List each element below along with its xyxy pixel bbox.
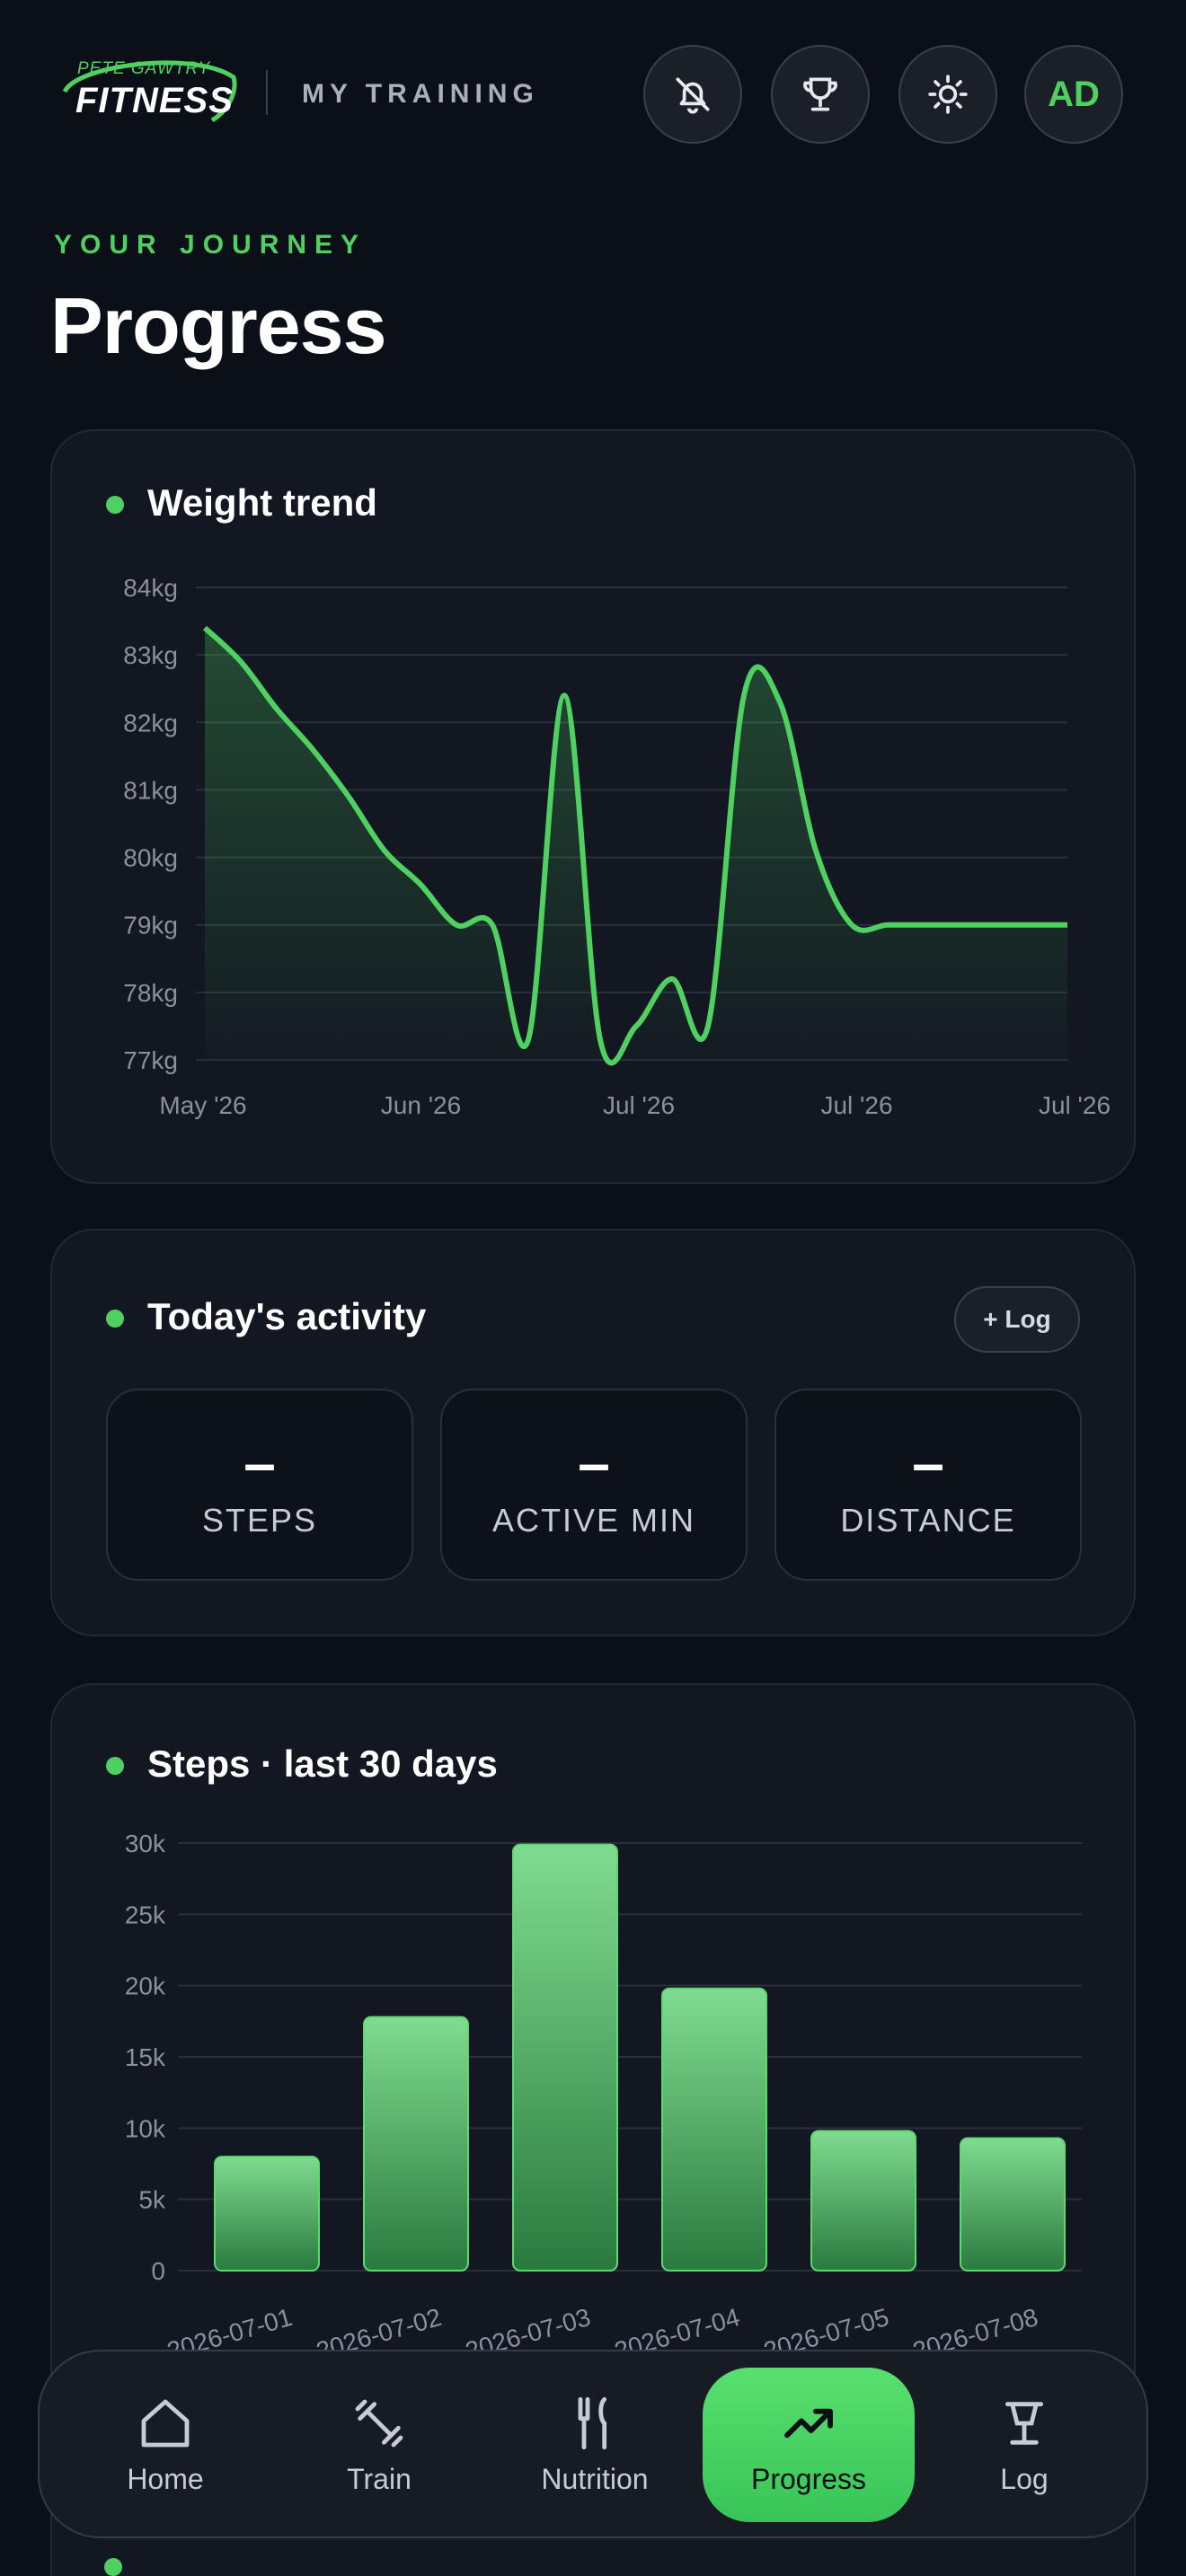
card-status-dot [106,1310,124,1328]
log-activity-button[interactable]: + Log [954,1286,1080,1353]
utensils-icon [578,2396,607,2449]
nav-log[interactable]: Log [918,2368,1130,2522]
steps-bar [661,1987,767,2272]
nav-home[interactable]: Home [59,2368,271,2522]
card-status-dot [106,496,124,514]
y-tick-label: 0 [151,2257,165,2285]
user-avatar-button[interactable]: AD [1024,45,1123,144]
todays-activity-card: Today's activity + Log – STEPS – ACTIVE … [50,1229,1136,1636]
y-tick-label: 78kg [123,979,178,1007]
y-tick-label: 82kg [123,709,178,737]
x-tick-label: Jul '26 [603,1091,675,1119]
stat-value: – [912,1431,944,1495]
nav-label: Train [347,2462,412,2495]
weight-trend-chart: 84kg 83kg 82kg 81kg 80kg 79kg 78kg 77kg May '26 J… [123,574,1111,1119]
nav-train[interactable]: Train [273,2368,485,2522]
y-tick-label: 20k [125,1972,166,2000]
weight-card-title: Weight trend [147,481,377,524]
y-tick-label: 84kg [123,574,178,602]
distance-stat: – DISTANCE [774,1389,1082,1581]
steps-bar [512,1843,618,2272]
steps-bar [363,2016,469,2272]
weight-line [202,625,1067,1066]
y-tick-label: 25k [125,1901,166,1928]
weight-area-fill [205,628,1067,1063]
card-status-dot [104,2558,122,2576]
x-tick-label: Jul '26 [820,1091,892,1119]
nav-label: Nutrition [541,2462,649,2495]
steps-bar [960,2137,1066,2272]
nav-label: Home [127,2462,204,2495]
logo-small-text: PETE GAWTRY [77,59,211,78]
notifications-off-button[interactable] [643,45,742,144]
card-status-dot [106,1757,124,1775]
stat-label: STEPS [201,1502,318,1539]
y-tick-label: 15k [125,2043,166,2071]
logo-swoosh-icon [62,60,237,123]
scale-icon [1005,2401,1044,2445]
stat-label: ACTIVE MIN [491,1502,695,1539]
y-tick-label: 81kg [123,776,178,804]
x-tick-label: Jul '26 [1039,1091,1111,1119]
nav-nutrition[interactable]: Nutrition [489,2368,701,2522]
trend-up-icon [784,2408,833,2438]
brand-logo[interactable]: PETE GAWTRY FITNESS [59,56,239,129]
y-tick-label: 5k [138,2186,166,2214]
dumbbell-icon [355,2399,403,2447]
nav-progress[interactable]: Progress [703,2368,915,2522]
home-icon [141,2399,190,2447]
bell-off-icon [676,77,710,114]
y-tick-label: 10k [125,2114,166,2142]
y-tick-label: 30k [125,1830,166,1857]
page-title: Progress [50,281,387,370]
y-tick-label: 77kg [123,1046,178,1074]
active-minutes-stat: – ACTIVE MIN [440,1389,748,1581]
bottom-navigation: Home Train Nutrition [38,2350,1148,2538]
y-tick-label: 80kg [123,844,178,872]
page-eyebrow: YOUR JOURNEY [54,230,367,260]
sun-icon [928,75,968,114]
steps-stat: – STEPS [106,1389,413,1581]
steps-card-title: Steps · last 30 days [147,1742,498,1785]
nav-label: Progress [750,2462,867,2495]
stat-value: – [578,1431,610,1495]
weight-trend-card: Weight trend 84kg 83kg 82kg 81kg 80kg 79kg 78k… [50,429,1136,1184]
theme-toggle-button[interactable] [898,45,997,144]
steps-bar [810,2130,916,2272]
trophy-icon [803,77,837,111]
app-header: PETE GAWTRY FITNESS MY TRAINING [0,0,1186,180]
y-tick-label: 79kg [123,912,178,940]
activity-card-title: Today's activity [147,1295,427,1337]
nav-label: Log [1000,2462,1049,2495]
y-tick-label: 83kg [123,641,178,669]
header-divider [266,70,268,115]
steps-bar [214,2156,320,2272]
x-tick-label: May '26 [159,1091,246,1119]
achievements-button[interactable] [771,45,870,144]
stat-value: – [243,1431,276,1495]
logo-big-text: FITNESS [75,81,234,120]
section-label: MY TRAINING [302,79,539,109]
x-tick-label: Jun '26 [381,1091,461,1119]
stat-label: DISTANCE [840,1502,1016,1539]
